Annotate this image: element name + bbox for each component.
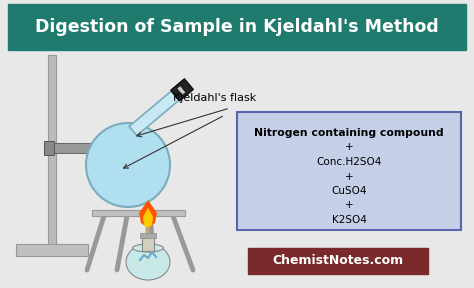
Polygon shape bbox=[129, 91, 179, 136]
Polygon shape bbox=[139, 200, 157, 228]
Bar bbox=[237, 112, 461, 230]
Bar bbox=[142, 237, 154, 251]
Polygon shape bbox=[177, 86, 185, 95]
Text: ChemistNotes.com: ChemistNotes.com bbox=[273, 255, 403, 268]
Circle shape bbox=[86, 123, 170, 207]
Polygon shape bbox=[171, 79, 193, 101]
Bar bbox=[146, 222, 150, 234]
Text: +: + bbox=[345, 143, 353, 153]
Polygon shape bbox=[143, 208, 153, 228]
Text: Digestion of Sample in Kjeldahl's Method: Digestion of Sample in Kjeldahl's Method bbox=[35, 18, 439, 36]
Ellipse shape bbox=[133, 244, 164, 252]
Bar bbox=[248, 248, 428, 274]
Text: Nitrogen containing compound: Nitrogen containing compound bbox=[254, 128, 444, 138]
Bar bbox=[52, 143, 90, 153]
Text: Conc.H2SO4: Conc.H2SO4 bbox=[316, 157, 382, 167]
Text: +: + bbox=[345, 171, 353, 181]
Text: +: + bbox=[345, 200, 353, 211]
Bar bbox=[48, 55, 56, 250]
Bar bbox=[8, 4, 466, 50]
Text: CuSO4: CuSO4 bbox=[331, 186, 367, 196]
Text: Kjeldahl's flask: Kjeldahl's flask bbox=[173, 93, 256, 103]
Bar bbox=[44, 141, 54, 155]
Bar bbox=[16, 244, 88, 256]
Ellipse shape bbox=[126, 244, 170, 280]
Bar bbox=[92, 210, 185, 216]
Bar bbox=[140, 233, 156, 238]
Text: K2SO4: K2SO4 bbox=[331, 215, 366, 225]
